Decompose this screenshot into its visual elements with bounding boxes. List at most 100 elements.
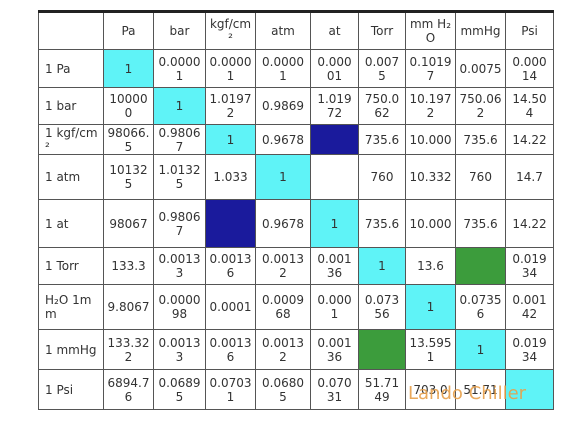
table-cell: 0.07031	[205, 369, 256, 410]
table-cell: 1	[310, 124, 359, 155]
table-cell: 0.00014	[505, 49, 554, 88]
table-row: 1 Psi 6894.76 0.06895 0.07031 0.06805 0.07031…	[38, 369, 554, 410]
table-row: 1 mmHg 133.322 0.00133 0.00136 0.00132 0.0013…	[38, 329, 554, 370]
table-cell: 1	[205, 199, 256, 248]
table-cell: 13.5951	[405, 329, 456, 370]
row-label: 1 Psi	[38, 369, 104, 410]
table-cell: 0.00132	[255, 247, 311, 285]
table-row: H₂O 1mm 9.8067 0.000098 0.0001 0.000968 0.000…	[38, 284, 554, 330]
table-cell: 1	[358, 329, 406, 370]
table-cell: 1	[455, 247, 506, 285]
conversion-table: Pa bar kgf/cm² atm at Torr mm H₂O mmHg Psi 1 Pa 1 0…	[38, 10, 554, 410]
table-cell: 14.7	[505, 154, 554, 200]
table-cell: 735.6	[358, 199, 406, 248]
header-cell: Psi	[505, 11, 554, 50]
table-cell: 0.00001	[205, 49, 256, 88]
table-cell: 10.332	[405, 154, 456, 200]
table-cell: 98067	[103, 199, 154, 248]
table-cell: 0.06805	[255, 369, 311, 410]
table-cell: 1	[358, 247, 406, 285]
table-cell: 0.01934	[505, 247, 554, 285]
table-cell: 1.01325	[153, 154, 206, 200]
table-cell: 51.7149	[358, 369, 406, 410]
table-cell: 0.0075	[455, 49, 506, 88]
header-cell: at	[310, 11, 359, 50]
table-row: 1 at 98067 0.98067 1 0.9678 1 735.6 10.000 735.6…	[38, 199, 554, 248]
table-row: Pa bar kgf/cm² atm at Torr mm H₂O mmHg Psi	[38, 11, 554, 50]
header-cell: kgf/cm²	[205, 11, 256, 50]
table-cell: 0.00136	[310, 247, 359, 285]
table-cell: 0.9678	[255, 124, 311, 155]
table-cell: 0.00136	[205, 247, 256, 285]
table-cell: 1	[205, 124, 256, 155]
table-cell: 750.062	[455, 87, 506, 125]
table-cell: 14.504	[505, 87, 554, 125]
header-cell: mm H₂O	[405, 11, 456, 50]
watermark: Lando Chiller	[408, 383, 527, 404]
table-cell: 0.01934	[505, 329, 554, 370]
table-cell: 0.00001	[153, 49, 206, 88]
table-cell: 0.98067	[153, 124, 206, 155]
table-cell: 0.0001	[310, 284, 359, 330]
table-cell: 0.9869	[255, 87, 311, 125]
table-cell: 760	[455, 154, 506, 200]
table-cell: 133.322	[103, 329, 154, 370]
table-cell: 0.00132	[255, 329, 311, 370]
header-cell: Pa	[103, 11, 154, 50]
header-cell: bar	[153, 11, 206, 50]
table-cell: 0.10197	[405, 49, 456, 88]
table-cell: 0.07356	[455, 284, 506, 330]
table-cell: 9.8067	[103, 284, 154, 330]
table-body: Pa bar kgf/cm² atm at Torr mm H₂O mmHg Psi 1 Pa 1 0…	[38, 11, 554, 410]
row-label: 1 mmHg	[38, 329, 104, 370]
table-cell: 703.0	[405, 369, 456, 410]
table-cell: 0.000098	[153, 284, 206, 330]
header-cell: atm	[255, 11, 311, 50]
table-cell: 0.000968	[255, 284, 311, 330]
table-cell: 51.71	[455, 369, 506, 410]
row-label: 1 kgf/cm²	[38, 124, 104, 155]
table-cell: 0.0001	[205, 284, 256, 330]
table-cell: 0.00136	[205, 329, 256, 370]
table-cell: 1	[103, 49, 154, 88]
table-cell: 0.06895	[153, 369, 206, 410]
table-cell: 0.00142	[505, 284, 554, 330]
header-cell: Torr	[358, 11, 406, 50]
table-cell: 0.9678	[255, 199, 311, 248]
table-cell: 735.6	[358, 124, 406, 155]
table-cell: 0.07031	[310, 369, 359, 410]
table-cell: 1	[455, 329, 506, 370]
row-label: H₂O 1mm	[38, 284, 104, 330]
table-cell: 760	[358, 154, 406, 200]
table-cell: 6894.76	[103, 369, 154, 410]
table-row: 1 bar 100000 1 1.01972 0.9869 1.01972 750.062 1…	[38, 87, 554, 125]
table-cell: 10.000	[405, 199, 456, 248]
row-label: 1 Pa	[38, 49, 104, 88]
table-cell	[505, 369, 554, 410]
table-cell: 10.1972	[405, 87, 456, 125]
table-cell: 0.98067	[153, 199, 206, 248]
table-cell: 735.6	[455, 199, 506, 248]
table-cell: 1.01972	[205, 87, 256, 125]
table-cell: 0.00001	[255, 49, 311, 88]
table-cell: 1	[405, 284, 456, 330]
table-cell: 0.00133	[153, 329, 206, 370]
row-label: 1 Torr	[38, 247, 104, 285]
table-cell: 13.6	[405, 247, 456, 285]
table-cell: 1.033	[205, 154, 256, 200]
table-cell: 0.00133	[153, 247, 206, 285]
table-cell: 133.3	[103, 247, 154, 285]
table-cell: 0.00136	[310, 329, 359, 370]
table-cell: 735.6	[455, 124, 506, 155]
table-cell: 1	[310, 199, 359, 248]
table-row: 1 atm 101325 1.01325 1.033 1 760 10.332 760 14.7	[38, 154, 554, 200]
row-label: 1 at	[38, 199, 104, 248]
table-cell: 14.22	[505, 199, 554, 248]
header-cell	[38, 11, 104, 50]
table-row: 1 Pa 1 0.00001 0.00001 0.00001 0.00001 0.0075 0…	[38, 49, 554, 88]
table-cell: 98066.5	[103, 124, 154, 155]
table-cell: 0.0075	[358, 49, 406, 88]
table-cell: 101325	[103, 154, 154, 200]
table-cell: 1	[255, 154, 311, 200]
